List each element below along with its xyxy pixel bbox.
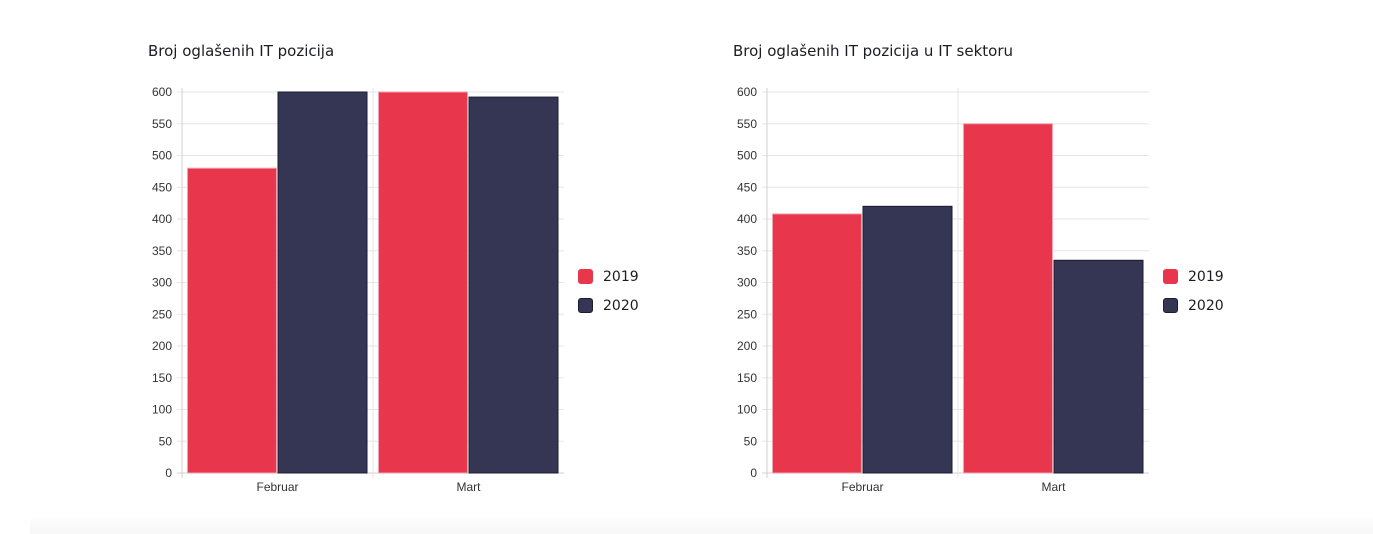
legend-label: 2019 — [603, 268, 639, 285]
y-tick-label: 100 — [737, 403, 757, 417]
y-tick-label: 600 — [737, 85, 757, 99]
bar-2019-mart[interactable] — [378, 91, 468, 474]
y-tick-label: 200 — [737, 339, 757, 353]
legend-item-2019[interactable]: 2019 — [1163, 262, 1224, 291]
legend-swatch-2019 — [1163, 269, 1178, 284]
bar-2020-februar[interactable] — [862, 205, 953, 474]
footer-shade — [30, 518, 1373, 534]
y-tick-label: 250 — [737, 307, 757, 321]
bar-2020-februar[interactable] — [277, 91, 368, 474]
x-tick-label: Mart — [457, 480, 482, 494]
bar-chart: 0 50 100 150 200 250 300 350 400 450 500 550 600 Febr… — [737, 85, 1149, 494]
y-tick-label: 450 — [152, 180, 172, 194]
legend-swatch-2020 — [1163, 298, 1178, 313]
y-tick-label: 200 — [152, 339, 172, 353]
y-tick-label: 0 — [750, 466, 757, 480]
chart-panel-left: Broj oglašenih IT pozicija 0 50 100 150 200 2… — [140, 0, 700, 520]
bar-2019-februar[interactable] — [187, 167, 277, 474]
bar-chart: 0 50 100 150 200 250 300 350 400 450 500 550 600 Febr… — [152, 85, 564, 494]
bar-2020-mart[interactable] — [1053, 259, 1144, 474]
y-tick-label: 400 — [737, 212, 757, 226]
y-tick-label: 500 — [737, 149, 757, 163]
legend: 2019 2020 — [1163, 262, 1224, 320]
y-tick-label: 100 — [152, 403, 172, 417]
y-tick-label: 50 — [159, 434, 173, 448]
legend-label: 2020 — [1188, 297, 1224, 314]
legend-swatch-2019 — [578, 269, 593, 284]
y-tick-label: 300 — [152, 276, 172, 290]
chart-panel-right: Broj oglašenih IT pozicija u IT sektoru … — [725, 0, 1285, 520]
legend-item-2020[interactable]: 2020 — [578, 291, 639, 320]
y-tick-label: 150 — [737, 371, 757, 385]
y-tick-label: 600 — [152, 85, 172, 99]
y-tick-label: 400 — [152, 212, 172, 226]
chart-title: Broj oglašenih IT pozicija — [148, 42, 335, 60]
y-tick-label: 150 — [152, 371, 172, 385]
legend-label: 2020 — [603, 297, 639, 314]
y-tick-label: 250 — [152, 307, 172, 321]
legend-label: 2019 — [1188, 268, 1224, 285]
bar-2019-mart[interactable] — [963, 123, 1053, 474]
legend-item-2020[interactable]: 2020 — [1163, 291, 1224, 320]
y-tick-label: 550 — [152, 117, 172, 131]
legend-item-2019[interactable]: 2019 — [578, 262, 639, 291]
x-tick-label: Februar — [256, 480, 298, 494]
x-tick-label: Februar — [841, 480, 883, 494]
y-tick-label: 50 — [744, 434, 758, 448]
legend-swatch-2020 — [578, 298, 593, 313]
x-tick-label: Mart — [1042, 480, 1067, 494]
y-tick-label: 350 — [152, 244, 172, 258]
chart-title: Broj oglašenih IT pozicija u IT sektoru — [733, 42, 1014, 60]
y-tick-label: 0 — [165, 466, 172, 480]
legend: 2019 2020 — [578, 262, 639, 320]
y-tick-label: 300 — [737, 276, 757, 290]
y-tick-label: 450 — [737, 180, 757, 194]
y-tick-label: 550 — [737, 117, 757, 131]
y-tick-label: 500 — [152, 149, 172, 163]
bar-2020-mart[interactable] — [468, 96, 559, 474]
y-tick-label: 350 — [737, 244, 757, 258]
bar-2019-februar[interactable] — [772, 213, 862, 474]
